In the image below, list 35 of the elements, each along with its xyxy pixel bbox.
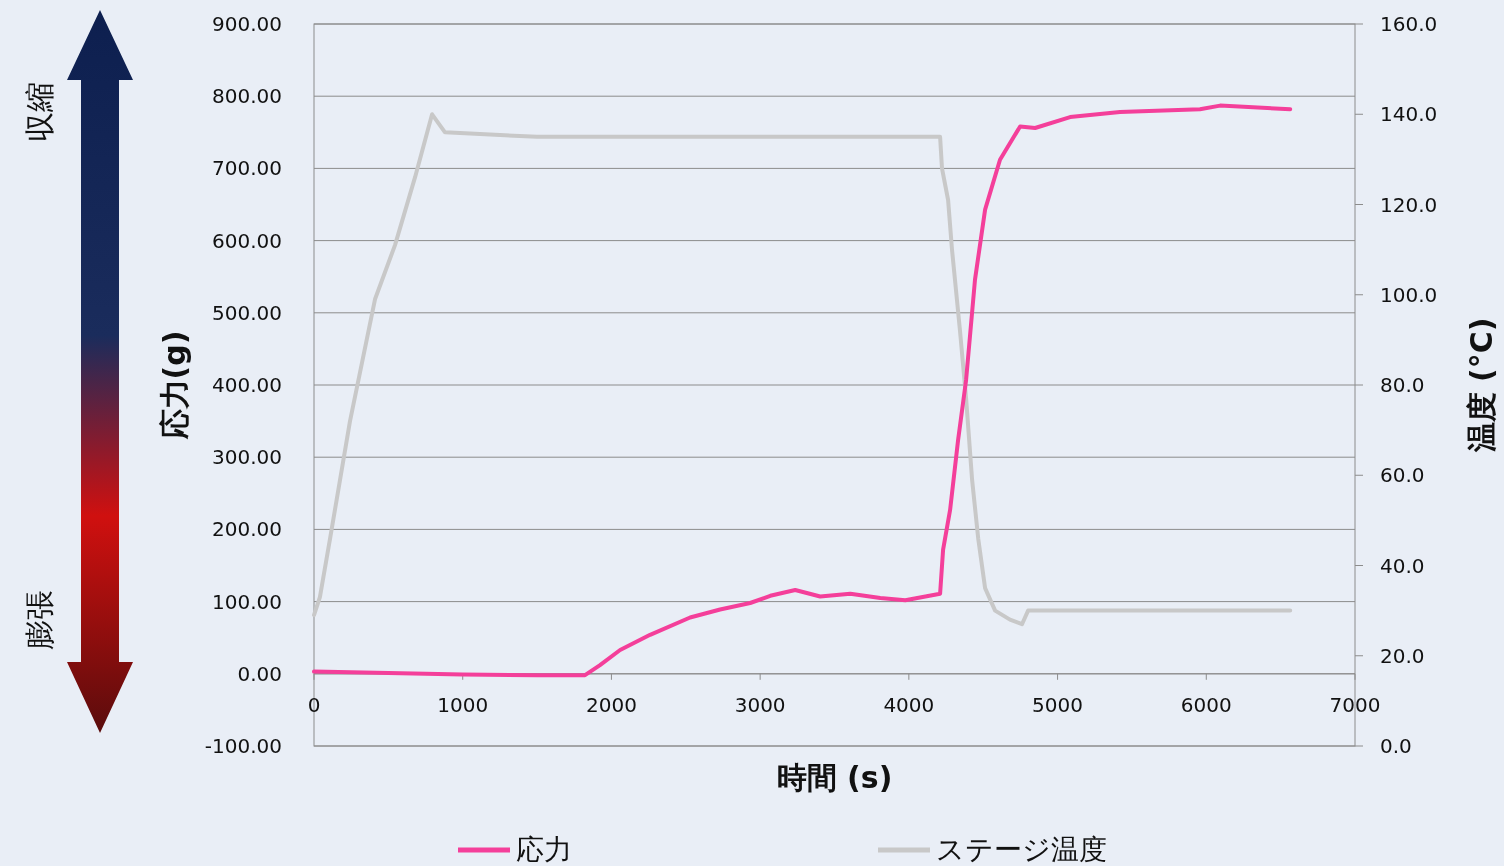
y-tick-label: 400.00 <box>212 373 282 397</box>
x-tick-label: 0 <box>307 692 321 717</box>
text: 収縮 <box>22 82 57 142</box>
y2-tick-label: 20.0 <box>1380 643 1425 668</box>
y-tick-label: -100.00 <box>204 734 282 758</box>
y2-axis-title: 温度 (°C) <box>1464 317 1499 454</box>
x-tick-label: 1000 <box>437 692 489 717</box>
x-tick-label: 5000 <box>1032 692 1084 717</box>
x-tick-label: 6000 <box>1180 692 1232 717</box>
y-tick-label: 0.00 <box>237 661 282 686</box>
y-tick-label: 100.00 <box>212 589 282 614</box>
y2-tick-label: 80.0 <box>1380 373 1425 397</box>
x-tick-label: 3000 <box>734 692 786 717</box>
y-tick-label: 300.00 <box>212 445 282 470</box>
x-tick-label: 7000 <box>1329 692 1381 717</box>
text: 膨張 <box>22 590 57 650</box>
legend-label: 応力 <box>516 833 572 866</box>
y2-tick-label: 140.0 <box>1380 102 1438 127</box>
y-tick-label: 900.00 <box>212 12 282 36</box>
y-tick-label: 200.00 <box>212 517 282 542</box>
y-tick-label: 600.00 <box>212 228 282 253</box>
y-axis-title: 応力(g) <box>157 330 192 441</box>
x-axis-title: 時間 (s) <box>776 760 893 795</box>
y2-tick-label: 40.0 <box>1380 553 1425 578</box>
y2-tick-label: 120.0 <box>1380 192 1438 217</box>
x-tick-label: 4000 <box>883 692 935 717</box>
y2-tick-label: 100.0 <box>1380 282 1438 307</box>
y2-tick-label: 160.0 <box>1380 12 1438 36</box>
x-tick-label: 2000 <box>585 692 637 717</box>
y2-tick-label: 60.0 <box>1380 463 1425 488</box>
y-tick-label: 700.00 <box>212 156 282 181</box>
y-tick-label: 500.00 <box>212 300 282 325</box>
y2-tick-label: 0.0 <box>1380 734 1412 758</box>
y-tick-label: 800.00 <box>212 84 282 109</box>
legend-label: ステージ温度 <box>936 833 1107 866</box>
